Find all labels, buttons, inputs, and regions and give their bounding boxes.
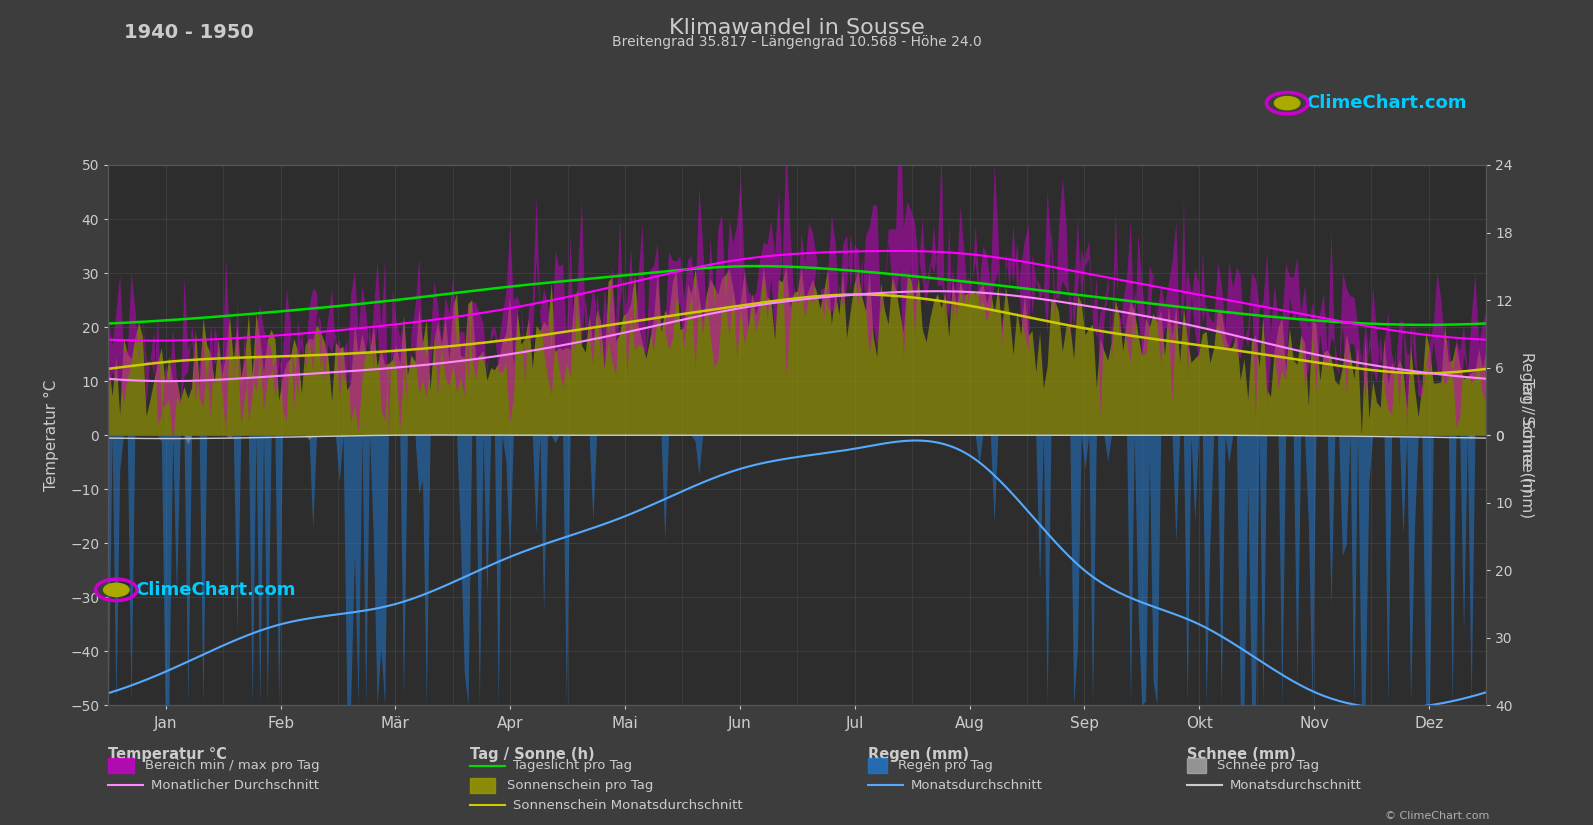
Text: ClimeChart.com: ClimeChart.com [1306,94,1467,112]
Text: Monatsdurchschnitt: Monatsdurchschnitt [1230,779,1362,792]
Text: ClimeChart.com: ClimeChart.com [135,581,296,599]
Text: Temperatur °C: Temperatur °C [108,747,228,761]
Text: Schnee (mm): Schnee (mm) [1187,747,1295,761]
Text: © ClimeChart.com: © ClimeChart.com [1384,811,1489,821]
Text: Tag / Sonne (h): Tag / Sonne (h) [470,747,594,761]
Y-axis label: Temperatur °C: Temperatur °C [45,380,59,491]
Text: Breitengrad 35.817 - Längengrad 10.568 - Höhe 24.0: Breitengrad 35.817 - Längengrad 10.568 -… [612,35,981,49]
Text: Klimawandel in Sousse: Klimawandel in Sousse [669,18,924,38]
Text: Regen pro Tag: Regen pro Tag [898,759,994,772]
Text: Monatlicher Durchschnitt: Monatlicher Durchschnitt [151,779,319,792]
Text: Tageslicht pro Tag: Tageslicht pro Tag [513,759,632,772]
Text: Sonnenschein Monatsdurchschnitt: Sonnenschein Monatsdurchschnitt [513,799,742,812]
Y-axis label: Regen / Schnee (mm): Regen / Schnee (mm) [1518,352,1534,518]
Text: Monatsdurchschnitt: Monatsdurchschnitt [911,779,1043,792]
Text: Sonnenschein pro Tag: Sonnenschein pro Tag [507,779,653,792]
Text: Schnee pro Tag: Schnee pro Tag [1217,759,1319,772]
Text: Regen (mm): Regen (mm) [868,747,969,761]
Text: 1940 - 1950: 1940 - 1950 [124,23,253,42]
Text: Bereich min / max pro Tag: Bereich min / max pro Tag [145,759,320,772]
Y-axis label: Tag / Sonne (h): Tag / Sonne (h) [1518,378,1534,493]
